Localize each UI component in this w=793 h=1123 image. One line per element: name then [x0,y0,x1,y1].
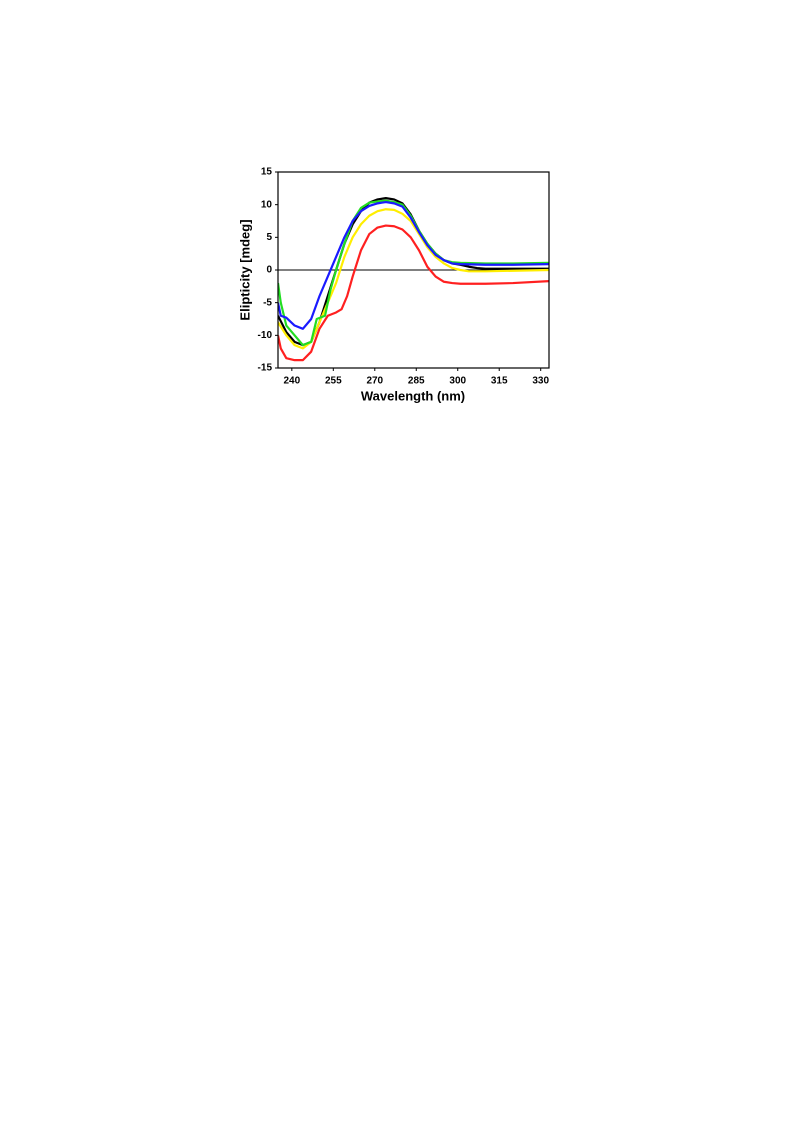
series-line [278,200,549,330]
x-tick-label: 255 [325,376,342,387]
y-tick-label: 10 [261,199,273,210]
plot-frame [277,171,550,369]
x-tick-label: 330 [532,376,549,387]
series-line [278,224,549,362]
x-tick-label: 300 [449,376,466,387]
x-tick-label: 240 [283,376,300,387]
y-tick-label: -15 [258,363,273,374]
y-axis-title: Elipticity [mdeg] [237,219,252,320]
y-tick-label: 5 [266,232,272,243]
y-tick-label: -5 [263,297,272,308]
x-axis-title: Wavelength (nm) [361,388,465,403]
x-tick-label: 270 [366,376,383,387]
x-tick-label: 315 [491,376,508,387]
y-tick-label: -10 [258,330,273,341]
series-line [278,208,549,350]
y-tick-label: 0 [266,265,272,276]
y-tick-label: 15 [261,167,273,178]
x-tick-label: 285 [408,376,425,387]
